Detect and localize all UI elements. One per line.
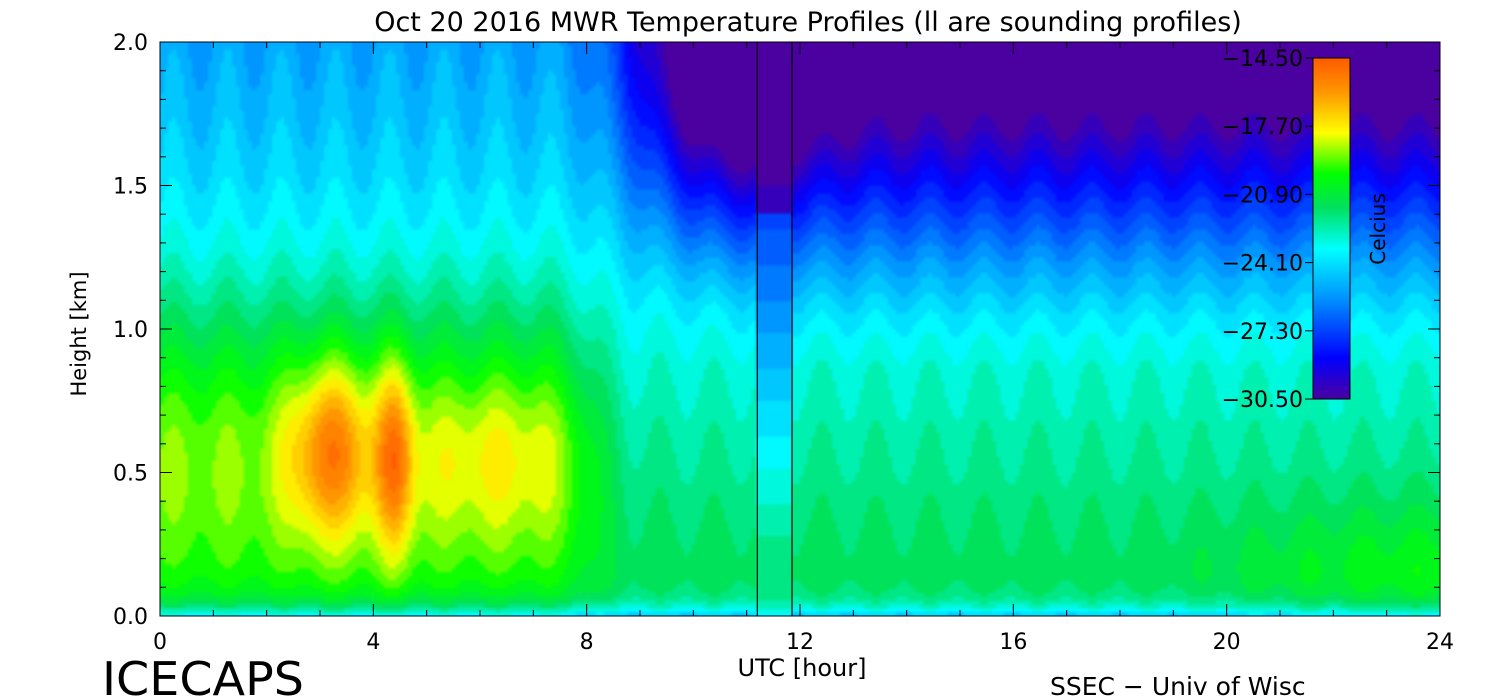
x-axis-label: UTC [hour] xyxy=(738,654,867,682)
ssec-credit: SSEC − Univ of Wisc xyxy=(1050,672,1306,700)
x-tick-label: 8 xyxy=(580,630,594,655)
colorbar-label: Celcius xyxy=(1366,193,1390,264)
x-tick-label: 20 xyxy=(1213,630,1241,655)
y-tick-label: 1.0 xyxy=(113,318,148,343)
icecaps-logo: ICECAPS xyxy=(102,652,304,700)
temperature-heatmap xyxy=(160,42,1440,616)
colorbar xyxy=(1312,57,1351,400)
colorbar-tick-label: −27.30 xyxy=(1222,320,1303,345)
x-tick-label: 16 xyxy=(999,630,1027,655)
colorbar-ticks: −14.50 −17.70 −20.90 −24.10 −27.30 −30.50 xyxy=(1222,47,1313,413)
x-axis: 0 4 8 12 16 20 24 xyxy=(153,42,1454,655)
colorbar-tick-label: −17.70 xyxy=(1222,115,1303,140)
sounding-profile-lines xyxy=(756,42,793,616)
x-tick-label: 12 xyxy=(786,630,814,655)
colorbar-tick-label: −24.10 xyxy=(1222,252,1303,277)
y-tick-label: 0.0 xyxy=(113,605,148,630)
colorbar-tick-label: −20.90 xyxy=(1222,183,1303,208)
colorbar-tick-label: −14.50 xyxy=(1222,47,1303,72)
y-tick-label: 0.5 xyxy=(113,462,148,487)
x-tick-label: 24 xyxy=(1426,630,1454,655)
chart-title: Oct 20 2016 MWR Temperature Profiles (ll… xyxy=(374,7,1242,38)
y-axis: 0.0 0.5 1.0 1.5 2.0 xyxy=(113,31,1440,630)
y-axis-label: Height [km] xyxy=(67,271,91,396)
y-tick-label: 2.0 xyxy=(113,31,148,56)
colorbar-tick-label: −30.50 xyxy=(1222,388,1303,413)
y-tick-label: 1.5 xyxy=(113,175,148,200)
x-tick-label: 0 xyxy=(153,630,167,655)
x-tick-label: 4 xyxy=(366,630,380,655)
